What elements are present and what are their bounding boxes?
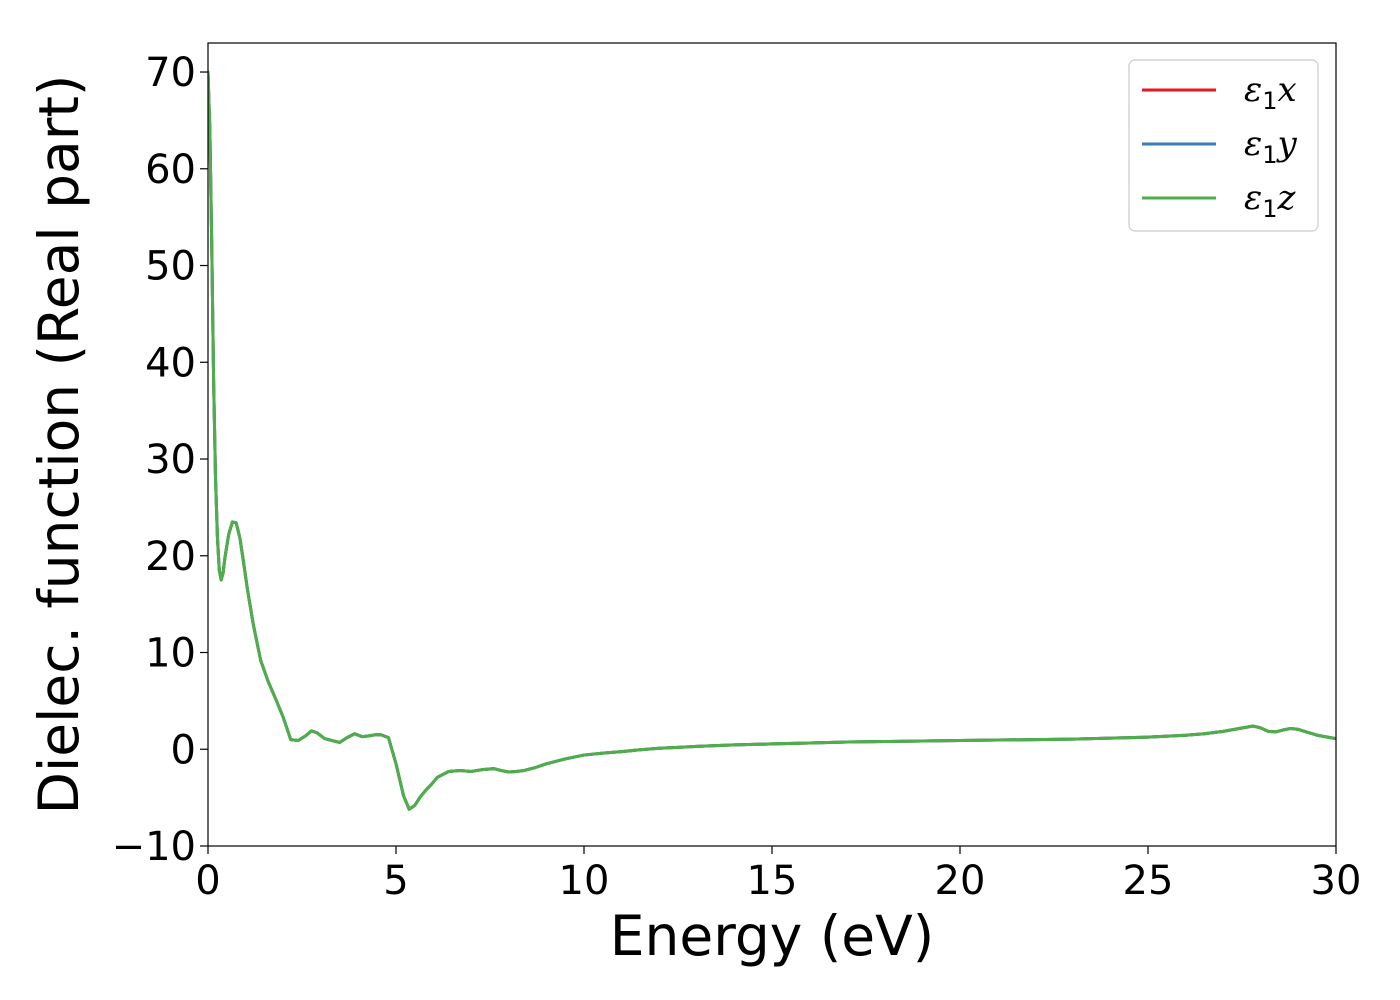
y-tick-label: 10 xyxy=(145,631,196,677)
series-line-z xyxy=(208,70,1336,811)
y-tick-label: 30 xyxy=(145,437,196,483)
x-tick-label: 5 xyxy=(383,858,408,904)
y-tick-label: 70 xyxy=(145,50,196,96)
y-tick-label: 50 xyxy=(145,244,196,290)
x-tick-label: 0 xyxy=(195,858,220,904)
legend: ε1x ε1y ε1z xyxy=(1128,59,1319,232)
legend-frame xyxy=(1128,59,1319,232)
y-tick-label: 60 xyxy=(145,147,196,193)
x-tick-label: 20 xyxy=(935,858,986,904)
y-tick-label: 0 xyxy=(171,727,196,773)
y-tick-label: 20 xyxy=(145,534,196,580)
x-tick-label: 30 xyxy=(1311,858,1362,904)
y-axis-ticks: −10 0 10 20 30 40 50 60 70 xyxy=(112,50,208,870)
x-axis-ticks: 0 5 10 15 20 25 30 xyxy=(195,846,1361,904)
x-tick-label: 15 xyxy=(747,858,798,904)
x-axis-title: Energy (eV) xyxy=(610,904,934,968)
y-axis-title: Dielec. function (Real part) xyxy=(27,75,91,815)
y-tick-label: 40 xyxy=(145,340,196,386)
y-tick-label: −10 xyxy=(112,824,196,870)
legend-label-y: ε1y xyxy=(1244,124,1298,169)
x-tick-label: 10 xyxy=(559,858,610,904)
x-tick-label: 25 xyxy=(1123,858,1174,904)
legend-label-z: ε1z xyxy=(1244,178,1297,223)
legend-label-x: ε1x xyxy=(1244,70,1297,115)
series-layer xyxy=(208,70,1336,811)
